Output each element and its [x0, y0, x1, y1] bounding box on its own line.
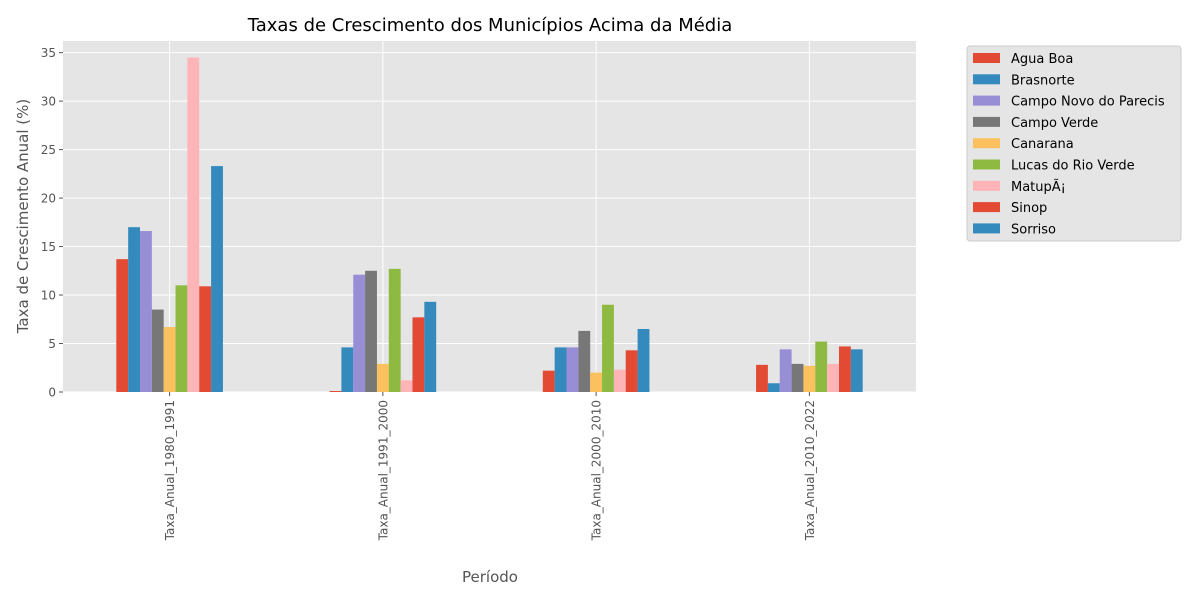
bar [815, 341, 828, 392]
legend-swatch [973, 202, 1000, 213]
bar [211, 166, 223, 392]
legend-swatch [973, 53, 1000, 63]
bar [424, 301, 437, 392]
bar [199, 286, 212, 392]
legend-label: Brasnorte [1011, 73, 1075, 88]
bar [827, 363, 839, 392]
bar [566, 347, 579, 392]
bar [767, 383, 780, 392]
bar [756, 364, 768, 392]
legend-label: Canarana [1011, 137, 1074, 152]
y-tick-label: 10 [41, 289, 56, 303]
bar [329, 391, 342, 392]
bar [400, 380, 413, 392]
legend-label: Campo Verde [1011, 116, 1098, 131]
legend-box [966, 45, 1182, 242]
bar [542, 370, 555, 392]
bar [590, 372, 603, 392]
y-tick-label: 25 [41, 143, 56, 157]
bar [779, 349, 792, 392]
legend: Agua Boa Brasnorte Campo Novo do Parecis Ca… [966, 45, 1182, 242]
bar [850, 349, 863, 392]
x-axis-ticks: Taxa_Anual_1980_1991 Taxa_Anual_1991_2000… [163, 392, 817, 541]
bar [376, 363, 389, 392]
legend-swatch [973, 95, 1000, 106]
bar [388, 268, 401, 392]
legend-label: Sorriso [1011, 222, 1056, 237]
legend-swatch [973, 180, 1000, 191]
y-tick-label: 30 [41, 95, 56, 109]
legend-swatch [973, 74, 1000, 85]
bar [613, 369, 626, 392]
y-tick-label: 20 [41, 192, 56, 206]
bar [554, 347, 567, 392]
bar [365, 270, 377, 392]
legend-swatch [973, 159, 1000, 170]
bar [128, 227, 141, 392]
legend-label: Lucas do Rio Verde [1011, 159, 1135, 174]
bars [116, 57, 863, 392]
bar [803, 365, 816, 392]
legend-label: Campo Novo do Parecis [1011, 95, 1165, 110]
legend-swatch [973, 116, 1000, 127]
legend-label: MatupÃ¡ [1011, 179, 1066, 195]
bar [187, 57, 200, 392]
y-tick-label: 15 [41, 240, 56, 254]
bar [578, 330, 591, 392]
bar [151, 309, 164, 392]
bar [602, 304, 614, 392]
x-tick-label: Taxa_Anual_1980_1991 [163, 400, 177, 541]
y-axis-ticks: 0 5 10 15 20 25 30 35 [41, 46, 63, 400]
x-axis-label: Período [462, 568, 518, 586]
chart-title: Taxas de Crescimento dos Municípios Acim… [247, 15, 733, 36]
legend-swatch [973, 138, 1000, 149]
bar [625, 350, 638, 392]
bar [637, 328, 650, 392]
legend-label: Sinop [1011, 201, 1047, 216]
legend-swatch [973, 223, 1000, 234]
bar [163, 327, 176, 392]
y-tick-label: 5 [48, 337, 56, 351]
y-axis-label: Taxa de Crescimento Anual (%) [14, 99, 32, 335]
bar [341, 347, 354, 392]
x-tick-label: Taxa_Anual_2010_2022 [803, 400, 817, 541]
bar [116, 259, 129, 392]
bar [353, 274, 366, 392]
bar [175, 285, 188, 392]
y-tick-label: 35 [41, 46, 56, 60]
legend-label: Agua Boa [1011, 52, 1073, 67]
bar [838, 346, 851, 392]
x-tick-label: Taxa_Anual_1991_2000 [376, 400, 390, 541]
x-tick-label: Taxa_Anual_2000_2010 [590, 400, 604, 541]
bar [412, 317, 425, 392]
y-tick-label: 0 [48, 386, 56, 400]
bar [140, 231, 152, 392]
bar [791, 363, 804, 392]
